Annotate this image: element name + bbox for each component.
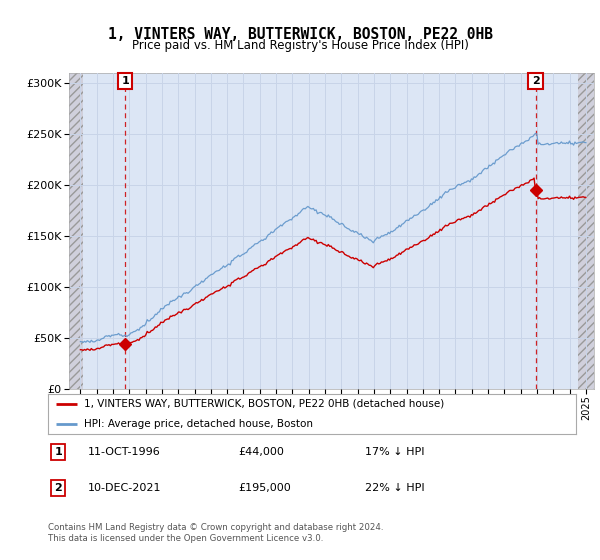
Text: 1: 1	[121, 76, 129, 86]
Text: 22% ↓ HPI: 22% ↓ HPI	[365, 483, 424, 493]
Text: £195,000: £195,000	[238, 483, 291, 493]
Text: 1, VINTERS WAY, BUTTERWICK, BOSTON, PE22 0HB: 1, VINTERS WAY, BUTTERWICK, BOSTON, PE22…	[107, 27, 493, 42]
Text: Contains HM Land Registry data © Crown copyright and database right 2024.
This d: Contains HM Land Registry data © Crown c…	[48, 524, 383, 543]
Text: 11-OCT-1996: 11-OCT-1996	[88, 447, 160, 457]
Bar	[69, 73, 83, 389]
Text: 2: 2	[532, 76, 539, 86]
Text: 1: 1	[55, 447, 62, 457]
Text: 2: 2	[55, 483, 62, 493]
Text: 1, VINTERS WAY, BUTTERWICK, BOSTON, PE22 0HB (detached house): 1, VINTERS WAY, BUTTERWICK, BOSTON, PE22…	[84, 399, 444, 409]
Text: Price paid vs. HM Land Registry's House Price Index (HPI): Price paid vs. HM Land Registry's House …	[131, 39, 469, 53]
Text: 17% ↓ HPI: 17% ↓ HPI	[365, 447, 424, 457]
Bar	[578, 73, 597, 389]
Text: £44,000: £44,000	[238, 447, 284, 457]
Text: 10-DEC-2021: 10-DEC-2021	[88, 483, 161, 493]
Text: HPI: Average price, detached house, Boston: HPI: Average price, detached house, Bost…	[84, 419, 313, 429]
